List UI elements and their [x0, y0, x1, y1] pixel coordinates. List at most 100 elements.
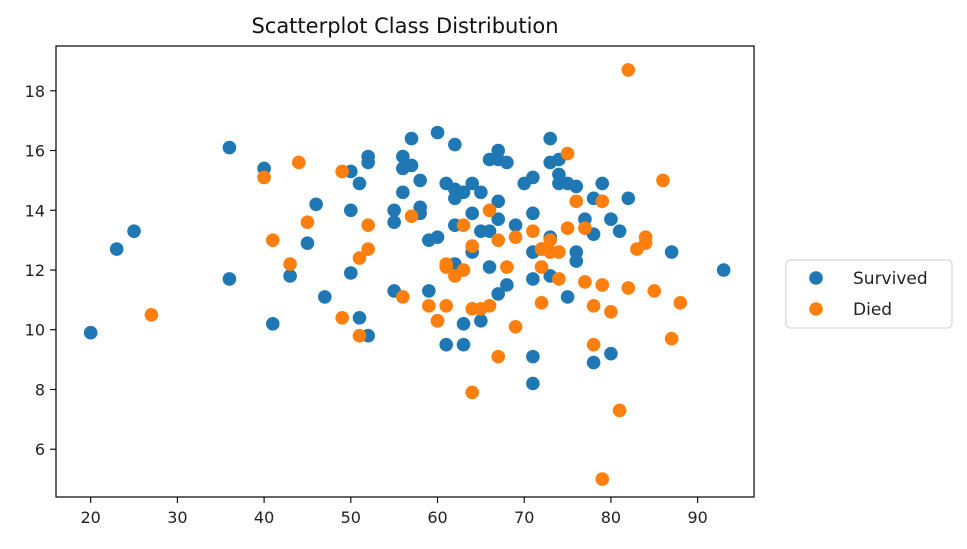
died-point	[534, 260, 549, 274]
died-point	[335, 164, 349, 179]
survived-point	[526, 349, 540, 364]
died-point	[638, 236, 653, 250]
survived-point	[283, 269, 297, 283]
died-point	[482, 299, 497, 313]
survived-point	[361, 155, 375, 170]
survived-point	[716, 263, 731, 277]
survived-point	[595, 176, 610, 191]
survived-point	[526, 376, 540, 391]
died-point	[352, 251, 367, 265]
survived-point	[404, 131, 419, 146]
survived-point	[491, 194, 506, 209]
survived-point	[508, 218, 523, 233]
survived-point	[526, 170, 540, 185]
died-point	[578, 221, 592, 235]
survived-point	[465, 206, 480, 221]
died-point	[656, 173, 670, 188]
survived-point	[439, 337, 453, 352]
axes-layer: 20 30 40 50 60 70 80 90 6 8 10 12 14 16 18	[25, 45, 755, 527]
died-point	[439, 299, 453, 313]
survived-point	[83, 325, 98, 340]
died-point	[396, 290, 410, 304]
died-point	[604, 305, 618, 319]
survived-point	[396, 185, 410, 200]
died-point	[595, 278, 610, 292]
survived-point	[491, 287, 506, 301]
died-point	[647, 284, 662, 298]
survived-point	[560, 290, 575, 304]
died-point	[430, 313, 445, 328]
survived-point	[474, 185, 488, 200]
survived-point	[352, 310, 367, 325]
x-tick-label: 40	[254, 508, 274, 527]
died-point	[439, 260, 453, 274]
y-tick-label: 18	[25, 82, 45, 101]
died-point	[465, 239, 480, 253]
died-point	[361, 242, 375, 256]
legend: Survived Died	[785, 259, 953, 329]
died-point	[465, 385, 480, 400]
survived-point	[604, 346, 618, 361]
survived-point	[222, 272, 237, 286]
survived-point	[109, 242, 124, 256]
died-point	[612, 403, 627, 418]
died-point	[578, 275, 592, 289]
died-point	[621, 281, 636, 295]
survived-point	[526, 206, 540, 221]
died-point	[361, 218, 375, 233]
died-point	[144, 308, 159, 322]
died-point	[569, 194, 584, 209]
x-tick-label: 60	[427, 508, 447, 527]
survived-point	[569, 179, 584, 194]
died-point	[257, 170, 271, 185]
survived-point	[430, 125, 445, 140]
survived-point	[448, 137, 462, 152]
died-point	[673, 296, 688, 310]
x-tick-label: 50	[341, 508, 361, 527]
died-point	[456, 218, 471, 233]
legend-label: Died	[853, 300, 892, 320]
x-tick-label: 70	[514, 508, 534, 527]
survived-point	[404, 158, 419, 173]
died-point	[543, 233, 558, 247]
died-point	[586, 299, 601, 313]
died-point	[526, 224, 540, 238]
x-tick-label: 30	[167, 508, 187, 527]
chart-title: Scatterplot Class Distribution	[251, 14, 558, 38]
died-point	[456, 263, 471, 277]
died-point	[335, 310, 349, 325]
died-point	[291, 155, 306, 170]
died-point	[300, 215, 315, 230]
y-tick-label: 16	[25, 142, 45, 161]
y-tick-label: 8	[35, 380, 45, 399]
x-tick-label: 80	[601, 508, 621, 527]
survived-point	[456, 185, 471, 200]
y-tick-label: 10	[25, 321, 45, 340]
died-point	[491, 349, 506, 364]
died-point	[352, 328, 367, 343]
died-point	[422, 299, 436, 313]
survived-point	[456, 337, 471, 352]
survived-point	[465, 176, 480, 191]
survived-point	[413, 173, 427, 188]
survived-point	[526, 272, 540, 286]
survived-point	[474, 313, 488, 328]
survived-point	[569, 254, 584, 268]
survived-point	[127, 224, 141, 238]
died-point	[552, 272, 566, 286]
points-layer	[83, 63, 731, 486]
died-point	[664, 331, 679, 346]
died-point	[621, 63, 636, 77]
legend-box	[785, 259, 953, 329]
plot-frame	[55, 45, 755, 498]
survived-point	[604, 212, 618, 227]
legend-label: Survived	[853, 269, 928, 289]
y-tick-label: 14	[25, 201, 45, 220]
died-point	[560, 146, 575, 161]
legend-marker	[809, 271, 823, 285]
died-point	[552, 245, 566, 259]
survived-point	[387, 215, 401, 230]
y-tick-label: 12	[25, 261, 45, 280]
survived-point	[482, 260, 497, 274]
survived-point	[456, 316, 471, 331]
